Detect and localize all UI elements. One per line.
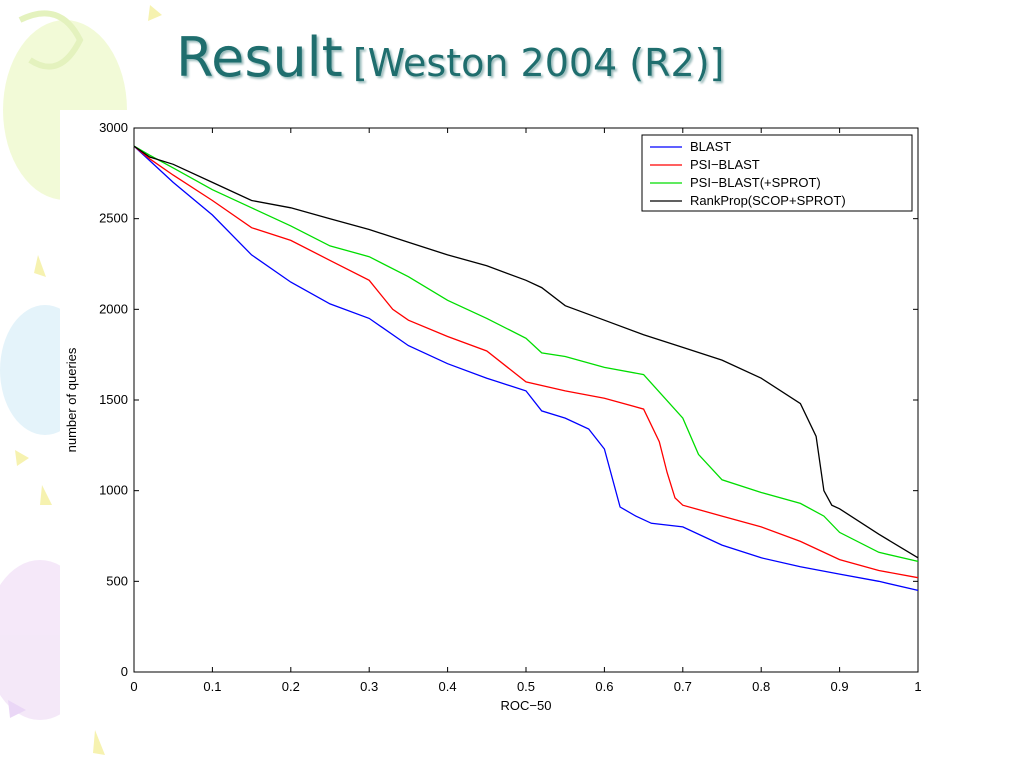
confetti-decoration [40, 485, 52, 505]
confetti-decoration [34, 255, 46, 277]
y-tick-label: 2000 [99, 301, 128, 316]
legend-label: PSI−BLAST [690, 157, 760, 172]
series-lines [133, 145, 919, 592]
x-tick-label: 0.9 [831, 679, 849, 694]
chart-panel: 0 0.1 0.2 0.3 0.4 0.5 0.6 0.7 0.8 0.9 1 0 500 1000 15… [60, 110, 940, 720]
y-tick-label: 1500 [99, 392, 128, 407]
y-axis-label: number of queries [64, 347, 79, 452]
y-tick-label: 0 [121, 664, 128, 679]
x-tick-label: 0 [130, 679, 137, 694]
legend-label: PSI−BLAST(+SPROT) [690, 175, 821, 190]
series-line-1 [133, 145, 919, 579]
x-tick-label: 0.7 [674, 679, 692, 694]
series-line-0 [133, 145, 919, 592]
slide-title-citation: [Weston 2004 (R2)] [352, 41, 725, 85]
swirl-decoration [18, 10, 84, 70]
y-tick-label: 500 [106, 573, 128, 588]
x-tick-label: 0.2 [282, 679, 300, 694]
slide-title-main: Result [176, 26, 343, 89]
x-axis-label: ROC−50 [501, 698, 552, 713]
confetti-decoration [15, 450, 29, 466]
legend-box [641, 134, 913, 212]
series-line-2 [133, 145, 919, 563]
y-tick-label: 1000 [99, 483, 128, 498]
series-line-3 [133, 145, 919, 559]
x-axis-ticks: 0 0.1 0.2 0.3 0.4 0.5 0.6 0.7 0.8 0.9 1 [130, 128, 922, 694]
x-tick-label: 1 [914, 679, 921, 694]
plot-area [133, 127, 919, 673]
slide-title: Result [Weston 2004 (R2)] [176, 26, 724, 89]
x-tick-label: 0.5 [517, 679, 535, 694]
y-axis-ticks: 0 500 1000 1500 2000 2500 3000 [99, 120, 918, 679]
x-tick-label: 0.6 [595, 679, 613, 694]
x-tick-label: 0.3 [360, 679, 378, 694]
confetti-decoration [8, 700, 26, 718]
roc-chart: 0 0.1 0.2 0.3 0.4 0.5 0.6 0.7 0.8 0.9 1 0 500 1000 15… [64, 120, 922, 713]
confetti-decoration [148, 5, 162, 21]
x-tick-label: 0.8 [752, 679, 770, 694]
y-tick-label: 2500 [99, 211, 128, 226]
legend-label: RankProp(SCOP+SPROT) [690, 193, 846, 208]
legend: BLAST PSI−BLAST PSI−BLAST(+SPROT) RankProp(… [641, 134, 913, 212]
y-tick-label: 3000 [99, 120, 128, 135]
x-tick-label: 0.4 [439, 679, 457, 694]
x-tick-label: 0.1 [203, 679, 221, 694]
legend-label: BLAST [690, 139, 731, 154]
confetti-decoration [93, 730, 105, 755]
